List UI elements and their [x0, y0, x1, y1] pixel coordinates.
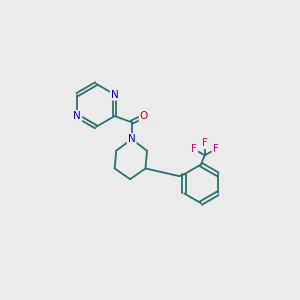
Text: N: N: [111, 89, 119, 100]
Text: N: N: [128, 134, 136, 144]
Text: O: O: [140, 111, 148, 121]
Text: F: F: [191, 144, 197, 154]
Text: F: F: [213, 144, 218, 154]
Text: N: N: [74, 111, 81, 121]
Text: F: F: [202, 138, 208, 148]
